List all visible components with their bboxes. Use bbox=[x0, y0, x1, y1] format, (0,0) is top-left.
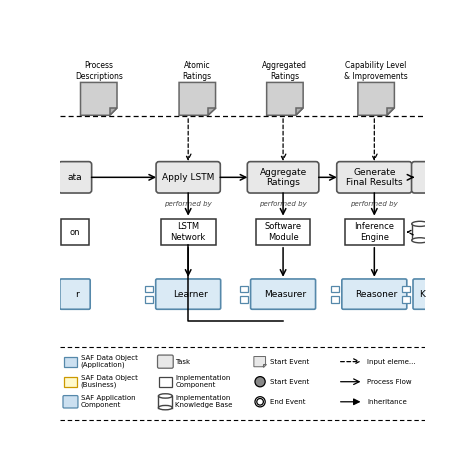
Text: Process Flow: Process Flow bbox=[367, 379, 411, 385]
Text: Learner: Learner bbox=[173, 290, 208, 299]
Text: performed by: performed by bbox=[259, 201, 307, 207]
Text: Generate
Final Results: Generate Final Results bbox=[346, 168, 402, 187]
Text: performed by: performed by bbox=[164, 201, 212, 207]
FancyBboxPatch shape bbox=[247, 162, 319, 193]
FancyBboxPatch shape bbox=[60, 279, 90, 309]
FancyBboxPatch shape bbox=[411, 162, 428, 193]
Bar bbox=[145, 296, 153, 302]
Bar bbox=[331, 286, 339, 292]
Text: Aggregate
Ratings: Aggregate Ratings bbox=[259, 168, 307, 187]
Ellipse shape bbox=[158, 405, 173, 410]
Polygon shape bbox=[263, 364, 265, 367]
Bar bbox=[145, 286, 153, 292]
Bar bbox=[412, 224, 428, 240]
Bar bbox=[240, 286, 248, 292]
Polygon shape bbox=[208, 108, 216, 115]
Text: SAF Data Object
(Application): SAF Data Object (Application) bbox=[81, 355, 137, 368]
Bar bbox=[159, 377, 172, 387]
Bar bbox=[402, 296, 410, 302]
Text: SAF Application
Component: SAF Application Component bbox=[81, 395, 135, 408]
Polygon shape bbox=[358, 82, 394, 115]
Polygon shape bbox=[254, 356, 265, 367]
Text: Inheritance: Inheritance bbox=[367, 399, 407, 405]
Text: End Event: End Event bbox=[270, 399, 306, 405]
FancyBboxPatch shape bbox=[337, 162, 412, 193]
FancyBboxPatch shape bbox=[342, 279, 407, 309]
Polygon shape bbox=[387, 108, 394, 115]
Text: performed by: performed by bbox=[350, 201, 398, 207]
Text: r: r bbox=[75, 290, 79, 299]
FancyBboxPatch shape bbox=[251, 279, 316, 309]
Ellipse shape bbox=[412, 238, 428, 243]
Text: Inference
Engine: Inference Engine bbox=[355, 222, 394, 242]
Polygon shape bbox=[81, 82, 117, 115]
Text: Aggregated
Ratings: Aggregated Ratings bbox=[263, 61, 308, 81]
Bar bbox=[49, 296, 57, 302]
Text: Software
Module: Software Module bbox=[264, 222, 301, 242]
Polygon shape bbox=[179, 82, 216, 115]
Circle shape bbox=[257, 399, 264, 405]
Circle shape bbox=[255, 397, 265, 407]
FancyBboxPatch shape bbox=[155, 279, 221, 309]
Bar bbox=[331, 296, 339, 302]
Bar bbox=[64, 356, 77, 367]
Text: Implementation
Knowledge Base: Implementation Knowledge Base bbox=[175, 395, 233, 408]
Ellipse shape bbox=[412, 221, 428, 227]
Text: Start Event: Start Event bbox=[270, 359, 310, 365]
Text: Measurer: Measurer bbox=[264, 290, 306, 299]
FancyBboxPatch shape bbox=[63, 396, 78, 408]
Bar bbox=[49, 286, 57, 292]
Text: Task: Task bbox=[175, 359, 191, 365]
Text: Process
Descriptions: Process Descriptions bbox=[75, 61, 123, 81]
Polygon shape bbox=[109, 108, 117, 115]
Bar bbox=[402, 286, 410, 292]
Bar bbox=[61, 219, 89, 245]
Polygon shape bbox=[267, 82, 303, 115]
Text: Apply LSTM: Apply LSTM bbox=[162, 173, 214, 182]
Bar bbox=[64, 377, 77, 387]
Text: Start Event: Start Event bbox=[270, 379, 310, 385]
Text: Implementation
Component: Implementation Component bbox=[175, 375, 231, 388]
Bar bbox=[240, 296, 248, 302]
Bar bbox=[161, 219, 216, 245]
Text: on: on bbox=[70, 228, 80, 237]
Ellipse shape bbox=[158, 394, 173, 398]
Polygon shape bbox=[296, 108, 303, 115]
Text: ata: ata bbox=[68, 173, 82, 182]
Text: LSTM
Network: LSTM Network bbox=[171, 222, 206, 242]
FancyBboxPatch shape bbox=[157, 355, 173, 368]
Circle shape bbox=[255, 377, 265, 387]
Text: Input eleme...: Input eleme... bbox=[367, 359, 416, 365]
Text: K: K bbox=[419, 290, 425, 299]
Bar bbox=[158, 396, 173, 408]
FancyBboxPatch shape bbox=[58, 162, 91, 193]
FancyBboxPatch shape bbox=[413, 279, 427, 309]
Bar bbox=[255, 219, 310, 245]
Bar bbox=[345, 219, 403, 245]
Text: SAF Data Object
(Business): SAF Data Object (Business) bbox=[81, 375, 137, 389]
Text: Reasoner: Reasoner bbox=[356, 290, 398, 299]
FancyBboxPatch shape bbox=[156, 162, 220, 193]
Text: Atomic
Ratings: Atomic Ratings bbox=[183, 61, 212, 81]
Text: Capability Level
& Improvements: Capability Level & Improvements bbox=[344, 61, 408, 81]
